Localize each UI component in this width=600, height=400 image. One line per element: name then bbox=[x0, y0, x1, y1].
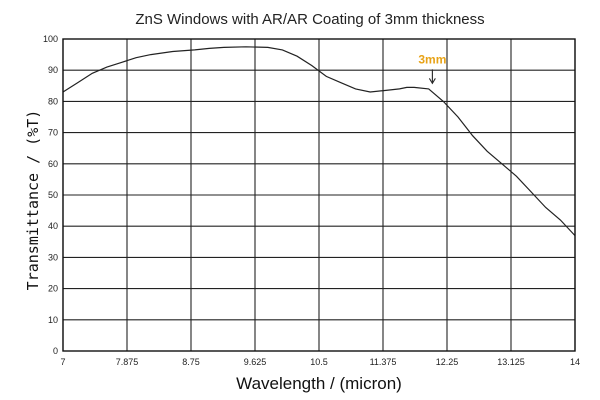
x-tick-label: 13.125 bbox=[497, 357, 525, 367]
y-tick-label: 10 bbox=[48, 315, 58, 325]
y-tick-label: 60 bbox=[48, 159, 58, 169]
x-tick-label: 10.5 bbox=[310, 357, 328, 367]
x-axis-label: Wavelength / (micron) bbox=[236, 374, 402, 393]
y-tick-label: 70 bbox=[48, 128, 58, 138]
chart-title: ZnS Windows with AR/AR Coating of 3mm th… bbox=[135, 11, 484, 28]
x-tick-label: 12.25 bbox=[436, 357, 459, 367]
annotations: 3mm bbox=[418, 52, 446, 85]
grid-lines bbox=[62, 38, 576, 352]
y-tick-label: 30 bbox=[48, 252, 58, 262]
y-tick-label: 0 bbox=[53, 346, 58, 356]
y-tick-label: 20 bbox=[48, 284, 58, 294]
y-tick-label: 50 bbox=[48, 190, 58, 200]
x-tick-label: 7.875 bbox=[116, 357, 139, 367]
series-line bbox=[62, 46, 576, 237]
x-tick-labels: 7 7.875 8.75 9.625 10.5 11.375 12.25 13.125 14 bbox=[60, 357, 580, 367]
x-tick-label: 8.75 bbox=[182, 357, 200, 367]
x-tick-label: 9.625 bbox=[244, 357, 267, 367]
x-tick-label: 7 bbox=[60, 357, 65, 367]
y-tick-labels: 0 10 20 30 40 50 60 70 80 90 100 bbox=[43, 34, 58, 356]
annotation-label: 3mm bbox=[418, 52, 446, 66]
y-tick-label: 100 bbox=[43, 34, 58, 44]
annotation-arrow-head bbox=[428, 78, 436, 85]
y-tick-label: 40 bbox=[48, 221, 58, 231]
x-tick-label: 11.375 bbox=[370, 357, 397, 367]
x-tick-label: 14 bbox=[570, 357, 580, 367]
y-tick-label: 80 bbox=[48, 96, 58, 106]
y-tick-label: 90 bbox=[48, 65, 58, 75]
plot-frame bbox=[62, 38, 576, 352]
y-axis-label: Transmittance / (%T) bbox=[24, 110, 42, 291]
data-series bbox=[62, 46, 576, 237]
